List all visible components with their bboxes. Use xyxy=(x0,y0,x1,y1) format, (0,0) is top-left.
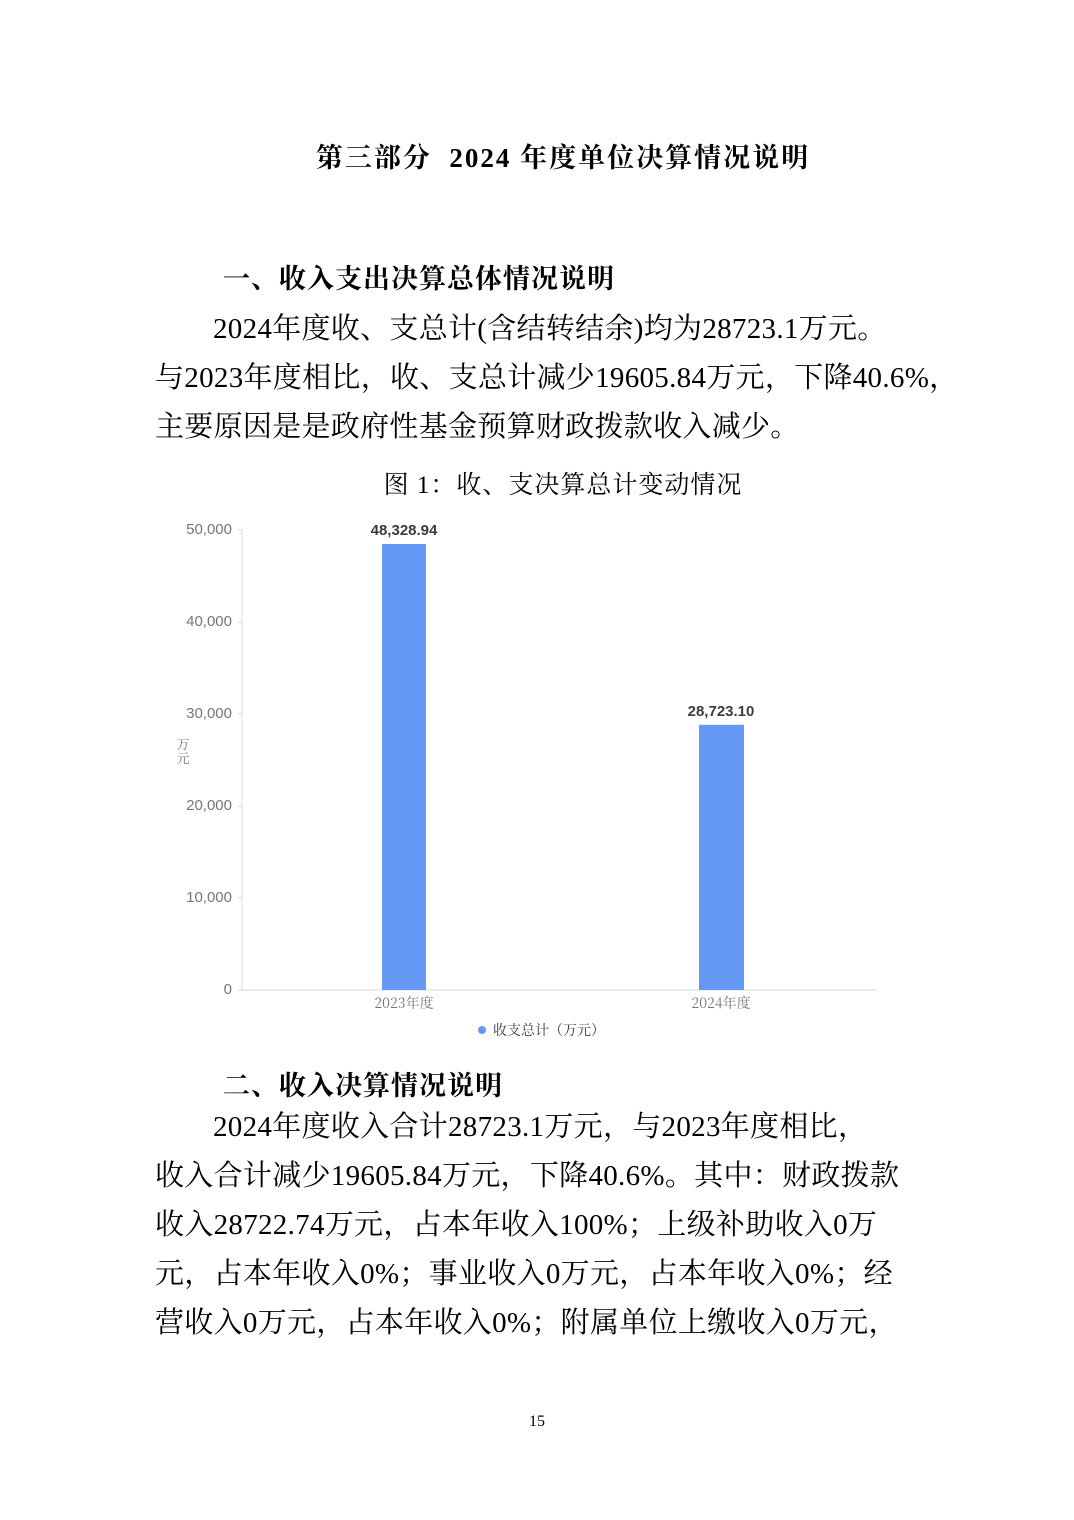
svg-text:28,723.10: 28,723.10 xyxy=(688,703,755,720)
svg-text:50,000: 50,000 xyxy=(186,521,232,538)
svg-text:2024年度: 2024年度 xyxy=(691,993,750,1013)
svg-text:40,000: 40,000 xyxy=(186,613,232,630)
svg-text:元: 元 xyxy=(176,748,189,767)
svg-text:30,000: 30,000 xyxy=(186,705,232,722)
svg-text:收支总计（万元）: 收支总计（万元） xyxy=(493,1020,605,1040)
svg-text:48,328.94: 48,328.94 xyxy=(371,522,438,539)
svg-text:0: 0 xyxy=(224,981,232,998)
svg-text:2023年度: 2023年度 xyxy=(374,993,433,1013)
svg-text:20,000: 20,000 xyxy=(186,797,232,814)
svg-text:10,000: 10,000 xyxy=(186,889,232,906)
